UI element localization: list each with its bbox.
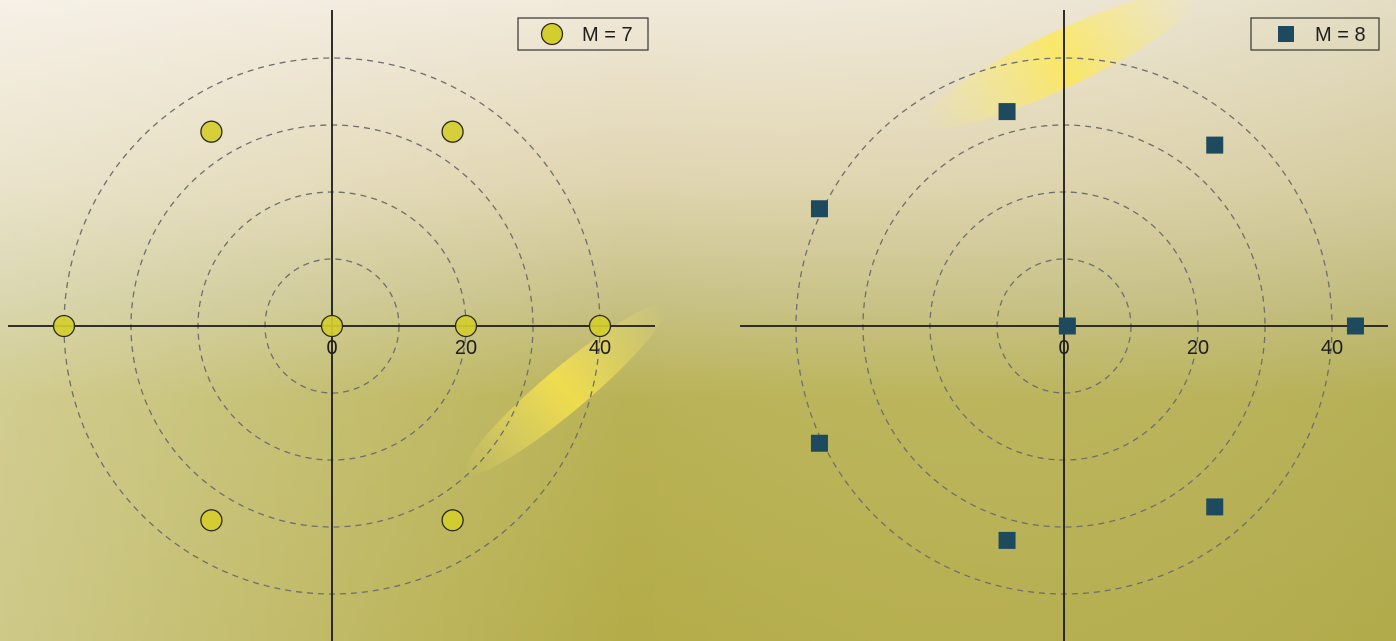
data-point	[320, 314, 344, 338]
data-point	[1346, 317, 1364, 335]
data-point	[441, 120, 464, 143]
legend: M = 7	[517, 17, 649, 51]
data-point	[52, 314, 76, 338]
data-point	[588, 314, 612, 338]
legend-label: M = 8	[1315, 24, 1366, 46]
data-point	[1058, 317, 1076, 335]
data-point	[200, 120, 223, 143]
legend-marker-circle	[540, 22, 564, 46]
legend-label: M = 7	[582, 24, 633, 46]
chart-panel-m8: 0 20 40 M = 8	[740, 10, 1388, 641]
legend: M = 8	[1250, 17, 1380, 51]
data-point	[810, 434, 828, 452]
x-tick-label: 0	[326, 337, 337, 359]
x-tick-label: 40	[589, 337, 611, 359]
legend-marker-square	[1278, 26, 1294, 42]
data-point	[1206, 136, 1224, 154]
legend-box	[1250, 17, 1380, 51]
data-point	[998, 103, 1016, 121]
legend-box	[517, 17, 649, 51]
x-tick-label: 40	[1321, 337, 1343, 359]
data-point	[1206, 498, 1224, 516]
x-tick-label: 20	[1187, 337, 1209, 359]
data-point	[441, 509, 464, 532]
chart-panel-m7: 0 20 40 M = 7	[8, 10, 655, 641]
x-tick-label: 20	[455, 337, 477, 359]
data-point	[200, 509, 223, 532]
data-point	[998, 531, 1016, 549]
x-tick-label: 0	[1058, 337, 1069, 359]
data-point	[454, 314, 478, 338]
data-point	[810, 200, 828, 218]
